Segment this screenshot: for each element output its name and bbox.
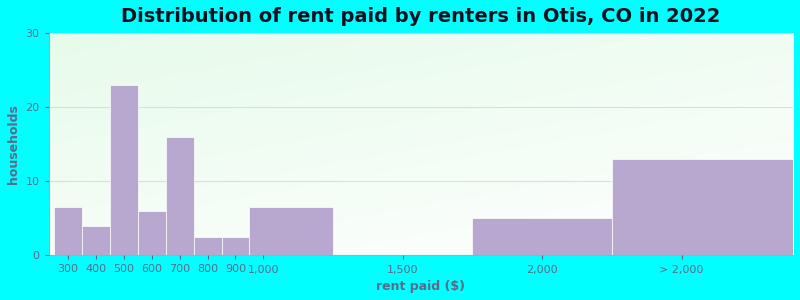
Bar: [166, 137, 194, 256]
Title: Distribution of rent paid by renters in Otis, CO in 2022: Distribution of rent paid by renters in …: [121, 7, 721, 26]
X-axis label: rent paid ($): rent paid ($): [376, 280, 466, 293]
Bar: [194, 237, 222, 256]
Bar: [82, 226, 110, 256]
Y-axis label: households: households: [7, 104, 20, 184]
Bar: [110, 85, 138, 256]
Bar: [473, 218, 612, 256]
Bar: [138, 211, 166, 256]
Bar: [222, 237, 250, 256]
Bar: [250, 207, 333, 256]
Bar: [54, 207, 82, 256]
Bar: [612, 159, 793, 256]
